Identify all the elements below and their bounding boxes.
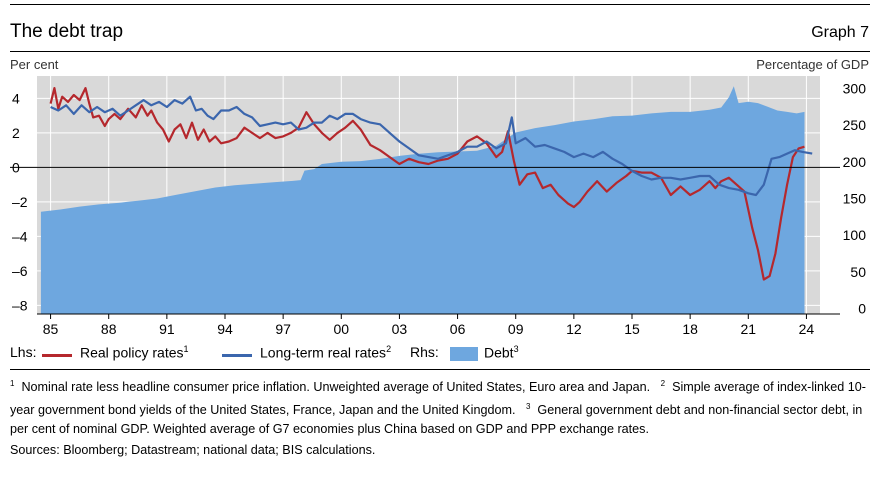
- right-tick-label: 150: [843, 190, 867, 206]
- left-tick-label: –8: [12, 297, 28, 313]
- x-tick-label-88: 88: [101, 321, 117, 337]
- series-line-long-term-real-rates: [50, 95, 813, 197]
- right-tick-label: 250: [843, 117, 867, 133]
- left-tick-label: 4: [12, 90, 20, 106]
- sources: Sources: Bloomberg; Datastream; national…: [10, 443, 376, 457]
- right-axis-unit: Percentage of GDP: [756, 57, 869, 72]
- top-rule: [10, 4, 870, 5]
- legend-swatch-long-term-real-rates: [222, 354, 252, 357]
- x-tick-label-21: 21: [741, 321, 757, 337]
- footnote-1: Nominal rate less headline consumer pric…: [21, 380, 651, 395]
- title-rule: [10, 51, 870, 52]
- left-tick-label: 0: [12, 159, 20, 175]
- legend-rhs-label: Rhs:: [410, 344, 439, 360]
- left-tick-label: 2: [12, 125, 20, 141]
- x-tick-label-09: 09: [508, 321, 524, 337]
- x-tick-label-03: 03: [392, 321, 408, 337]
- left-axis-unit: Per cent: [10, 57, 59, 72]
- legend-lhs-label: Lhs:: [10, 344, 37, 360]
- right-tick-label: 100: [843, 227, 867, 243]
- legend-item-long-term-real-rates: Long-term real rates2: [260, 344, 392, 361]
- graph-number: Graph 7: [811, 24, 869, 41]
- footnote-2: Simple average of index-linked 10-year g…: [10, 380, 866, 418]
- right-tick-label: 0: [858, 300, 866, 316]
- x-tick-label-18: 18: [682, 321, 698, 337]
- legend-swatch-real-policy-rates: [42, 354, 72, 357]
- x-tick-label-91: 91: [159, 321, 175, 337]
- legend-item-debt: Debt3: [484, 344, 519, 361]
- right-tick-label: 300: [843, 80, 867, 96]
- footnotes: 1 Nominal rate less headline consumer pr…: [10, 379, 866, 437]
- series-line-real-policy-rates: [49, 86, 805, 281]
- x-tick-label-94: 94: [217, 321, 233, 337]
- footnote-3: General government debt and non-financia…: [10, 403, 863, 437]
- x-tick-label-85: 85: [43, 321, 59, 337]
- debt-trap-chart: 85 88 91 94 97 00 03 06 09 12 15 18 21 24–8–6–4–20240…: [10, 76, 867, 337]
- legend-rule: [10, 369, 870, 370]
- x-tick-label-15: 15: [624, 321, 640, 337]
- left-tick-label: –6: [12, 263, 28, 279]
- right-tick-label: 200: [843, 154, 867, 170]
- legend-item-real-policy-rates: Real policy rates1: [80, 344, 189, 361]
- right-tick-label: 50: [850, 264, 866, 280]
- series-area-debt: [40, 86, 805, 314]
- left-tick-label: –4: [12, 228, 28, 244]
- legend-swatch-debt: [450, 347, 478, 361]
- x-tick-label-06: 06: [450, 321, 466, 337]
- x-tick-label-97: 97: [275, 321, 291, 337]
- left-tick-label: –2: [12, 194, 28, 210]
- x-tick-label-00: 00: [333, 321, 349, 337]
- graph-title: The debt trap: [10, 21, 124, 42]
- x-tick-label-24: 24: [799, 321, 815, 337]
- x-tick-label-12: 12: [566, 321, 582, 337]
